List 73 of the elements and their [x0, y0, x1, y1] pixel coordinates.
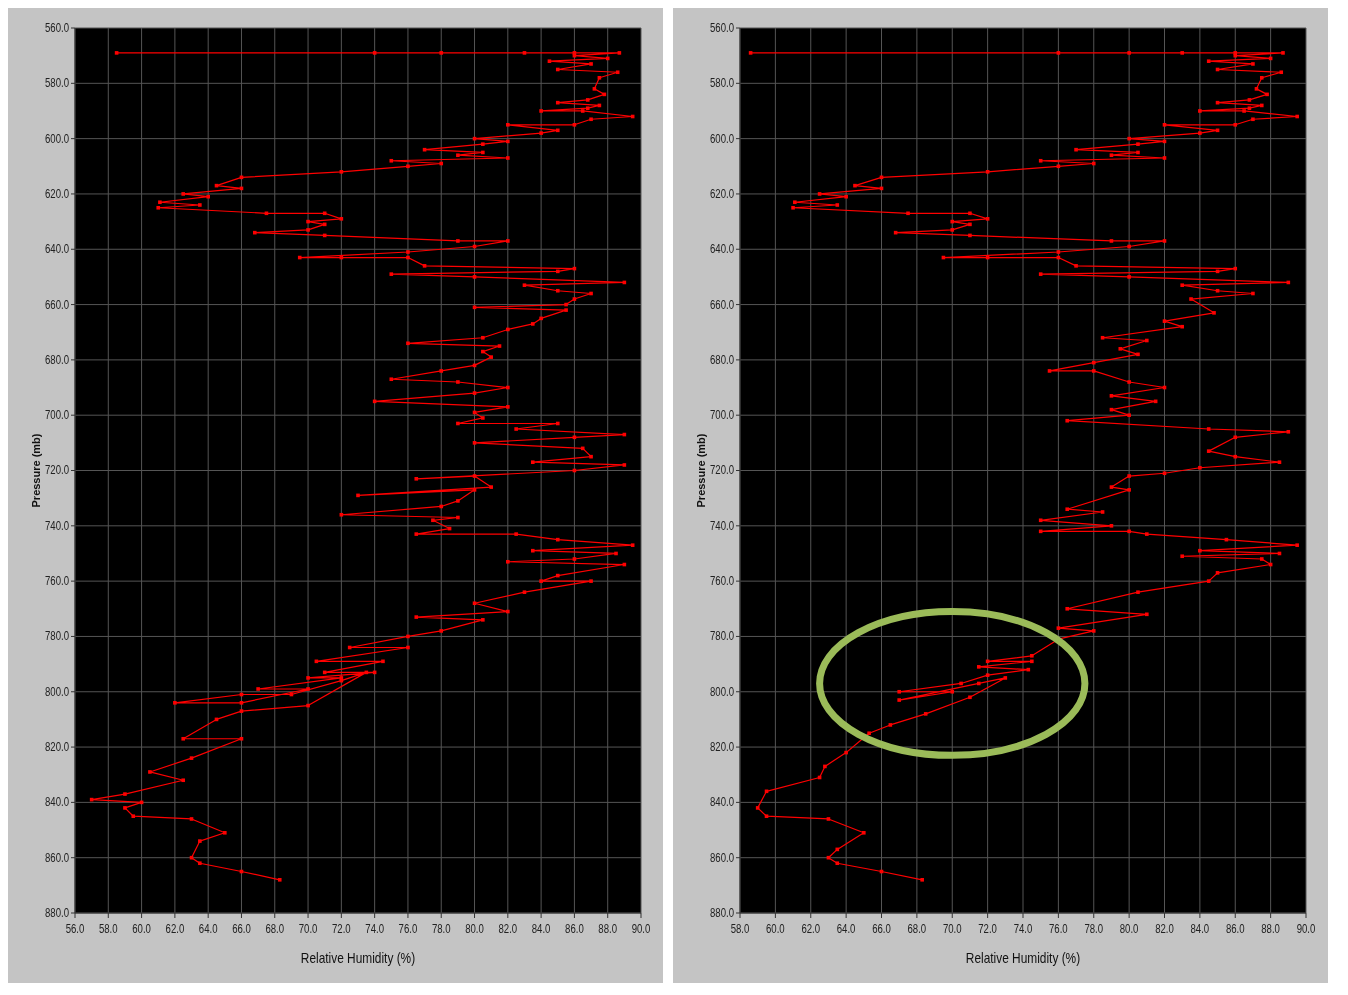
- x-tick-label: 78.0: [431, 921, 451, 936]
- x-tick-label: 62.0: [165, 921, 185, 936]
- x-tick-label: 68.0: [907, 921, 927, 936]
- x-tick-label: 82.0: [498, 921, 518, 936]
- x-tick-label: 72.0: [978, 921, 997, 936]
- y-axis-title: Pressure (mb): [695, 433, 707, 508]
- y-tick-label: 660.0: [709, 297, 734, 311]
- y-tick-label: 880.0: [709, 905, 734, 920]
- x-tick-label: 58.0: [730, 921, 750, 936]
- x-axis-title: Relative Humidity (%): [965, 950, 1081, 967]
- y-tick-label: 620.0: [44, 186, 69, 201]
- x-tick-label: 64.0: [836, 921, 856, 936]
- x-tick-label: 70.0: [298, 921, 318, 936]
- y-tick-label: 780.0: [44, 629, 69, 643]
- y-tick-label: 820.0: [44, 740, 69, 754]
- y-tick-label: 600.0: [709, 131, 734, 145]
- x-tick-label: 66.0: [232, 921, 251, 936]
- x-tick-label: 82.0: [1155, 921, 1174, 936]
- y-tick-label: 720.0: [44, 463, 69, 477]
- y-tick-label: 820.0: [709, 740, 734, 754]
- y-tick-label: 740.0: [709, 518, 734, 533]
- y-tick-label: 620.0: [709, 186, 734, 201]
- x-tick-label: 84.0: [531, 921, 551, 936]
- x-tick-label: 60.0: [766, 921, 785, 936]
- x-tick-label: 78.0: [1084, 921, 1104, 936]
- x-tick-label: 76.0: [398, 921, 418, 936]
- x-tick-label: 62.0: [801, 921, 821, 936]
- x-tick-label: 68.0: [265, 921, 285, 936]
- y-tick-label: 720.0: [709, 463, 734, 477]
- x-tick-label: 74.0: [1013, 921, 1033, 936]
- x-tick-label: 86.0: [565, 921, 584, 936]
- x-axis-title: Relative Humidity (%): [300, 950, 416, 967]
- y-tick-label: 680.0: [44, 352, 69, 367]
- y-tick-label: 660.0: [44, 297, 69, 311]
- y-tick-label: 580.0: [709, 76, 734, 90]
- x-tick-label: 58.0: [98, 921, 118, 936]
- y-tick-label: 740.0: [44, 518, 69, 533]
- y-tick-label: 800.0: [709, 684, 734, 698]
- y-tick-label: 680.0: [709, 352, 734, 367]
- x-tick-label: 74.0: [365, 921, 384, 936]
- x-tick-label: 90.0: [1296, 921, 1316, 936]
- y-tick-label: 600.0: [44, 131, 69, 145]
- y-tick-label: 880.0: [44, 905, 69, 920]
- y-tick-label: 760.0: [44, 574, 69, 588]
- y-tick-label: 860.0: [709, 850, 734, 864]
- y-tick-label: 840.0: [44, 795, 69, 809]
- y-axis-title: Pressure (mb): [30, 433, 42, 508]
- y-tick-label: 640.0: [709, 242, 734, 256]
- y-tick-label: 860.0: [44, 850, 69, 864]
- y-tick-label: 700.0: [709, 408, 734, 422]
- x-tick-label: 88.0: [598, 921, 618, 936]
- x-tick-label: 56.0: [65, 921, 85, 936]
- y-tick-label: 560.0: [44, 20, 69, 35]
- y-tick-label: 760.0: [709, 574, 734, 588]
- y-tick-label: 700.0: [44, 408, 69, 422]
- y-tick-label: 780.0: [709, 629, 734, 643]
- x-tick-label: 60.0: [132, 921, 151, 936]
- x-tick-label: 90.0: [631, 921, 651, 936]
- x-tick-label: 84.0: [1190, 921, 1210, 936]
- y-tick-label: 640.0: [44, 242, 69, 256]
- x-tick-label: 66.0: [872, 921, 891, 936]
- y-tick-label: 560.0: [709, 20, 734, 35]
- x-tick-label: 88.0: [1261, 921, 1280, 936]
- y-tick-label: 800.0: [44, 684, 69, 698]
- y-tick-label: 840.0: [709, 795, 734, 809]
- x-tick-label: 80.0: [465, 921, 484, 936]
- y-tick-label: 580.0: [44, 76, 69, 90]
- x-tick-label: 64.0: [198, 921, 218, 936]
- x-tick-label: 76.0: [1049, 921, 1068, 936]
- x-tick-label: 72.0: [332, 921, 351, 936]
- x-tick-label: 80.0: [1119, 921, 1139, 936]
- x-tick-label: 70.0: [942, 921, 962, 936]
- x-tick-label: 86.0: [1225, 921, 1245, 936]
